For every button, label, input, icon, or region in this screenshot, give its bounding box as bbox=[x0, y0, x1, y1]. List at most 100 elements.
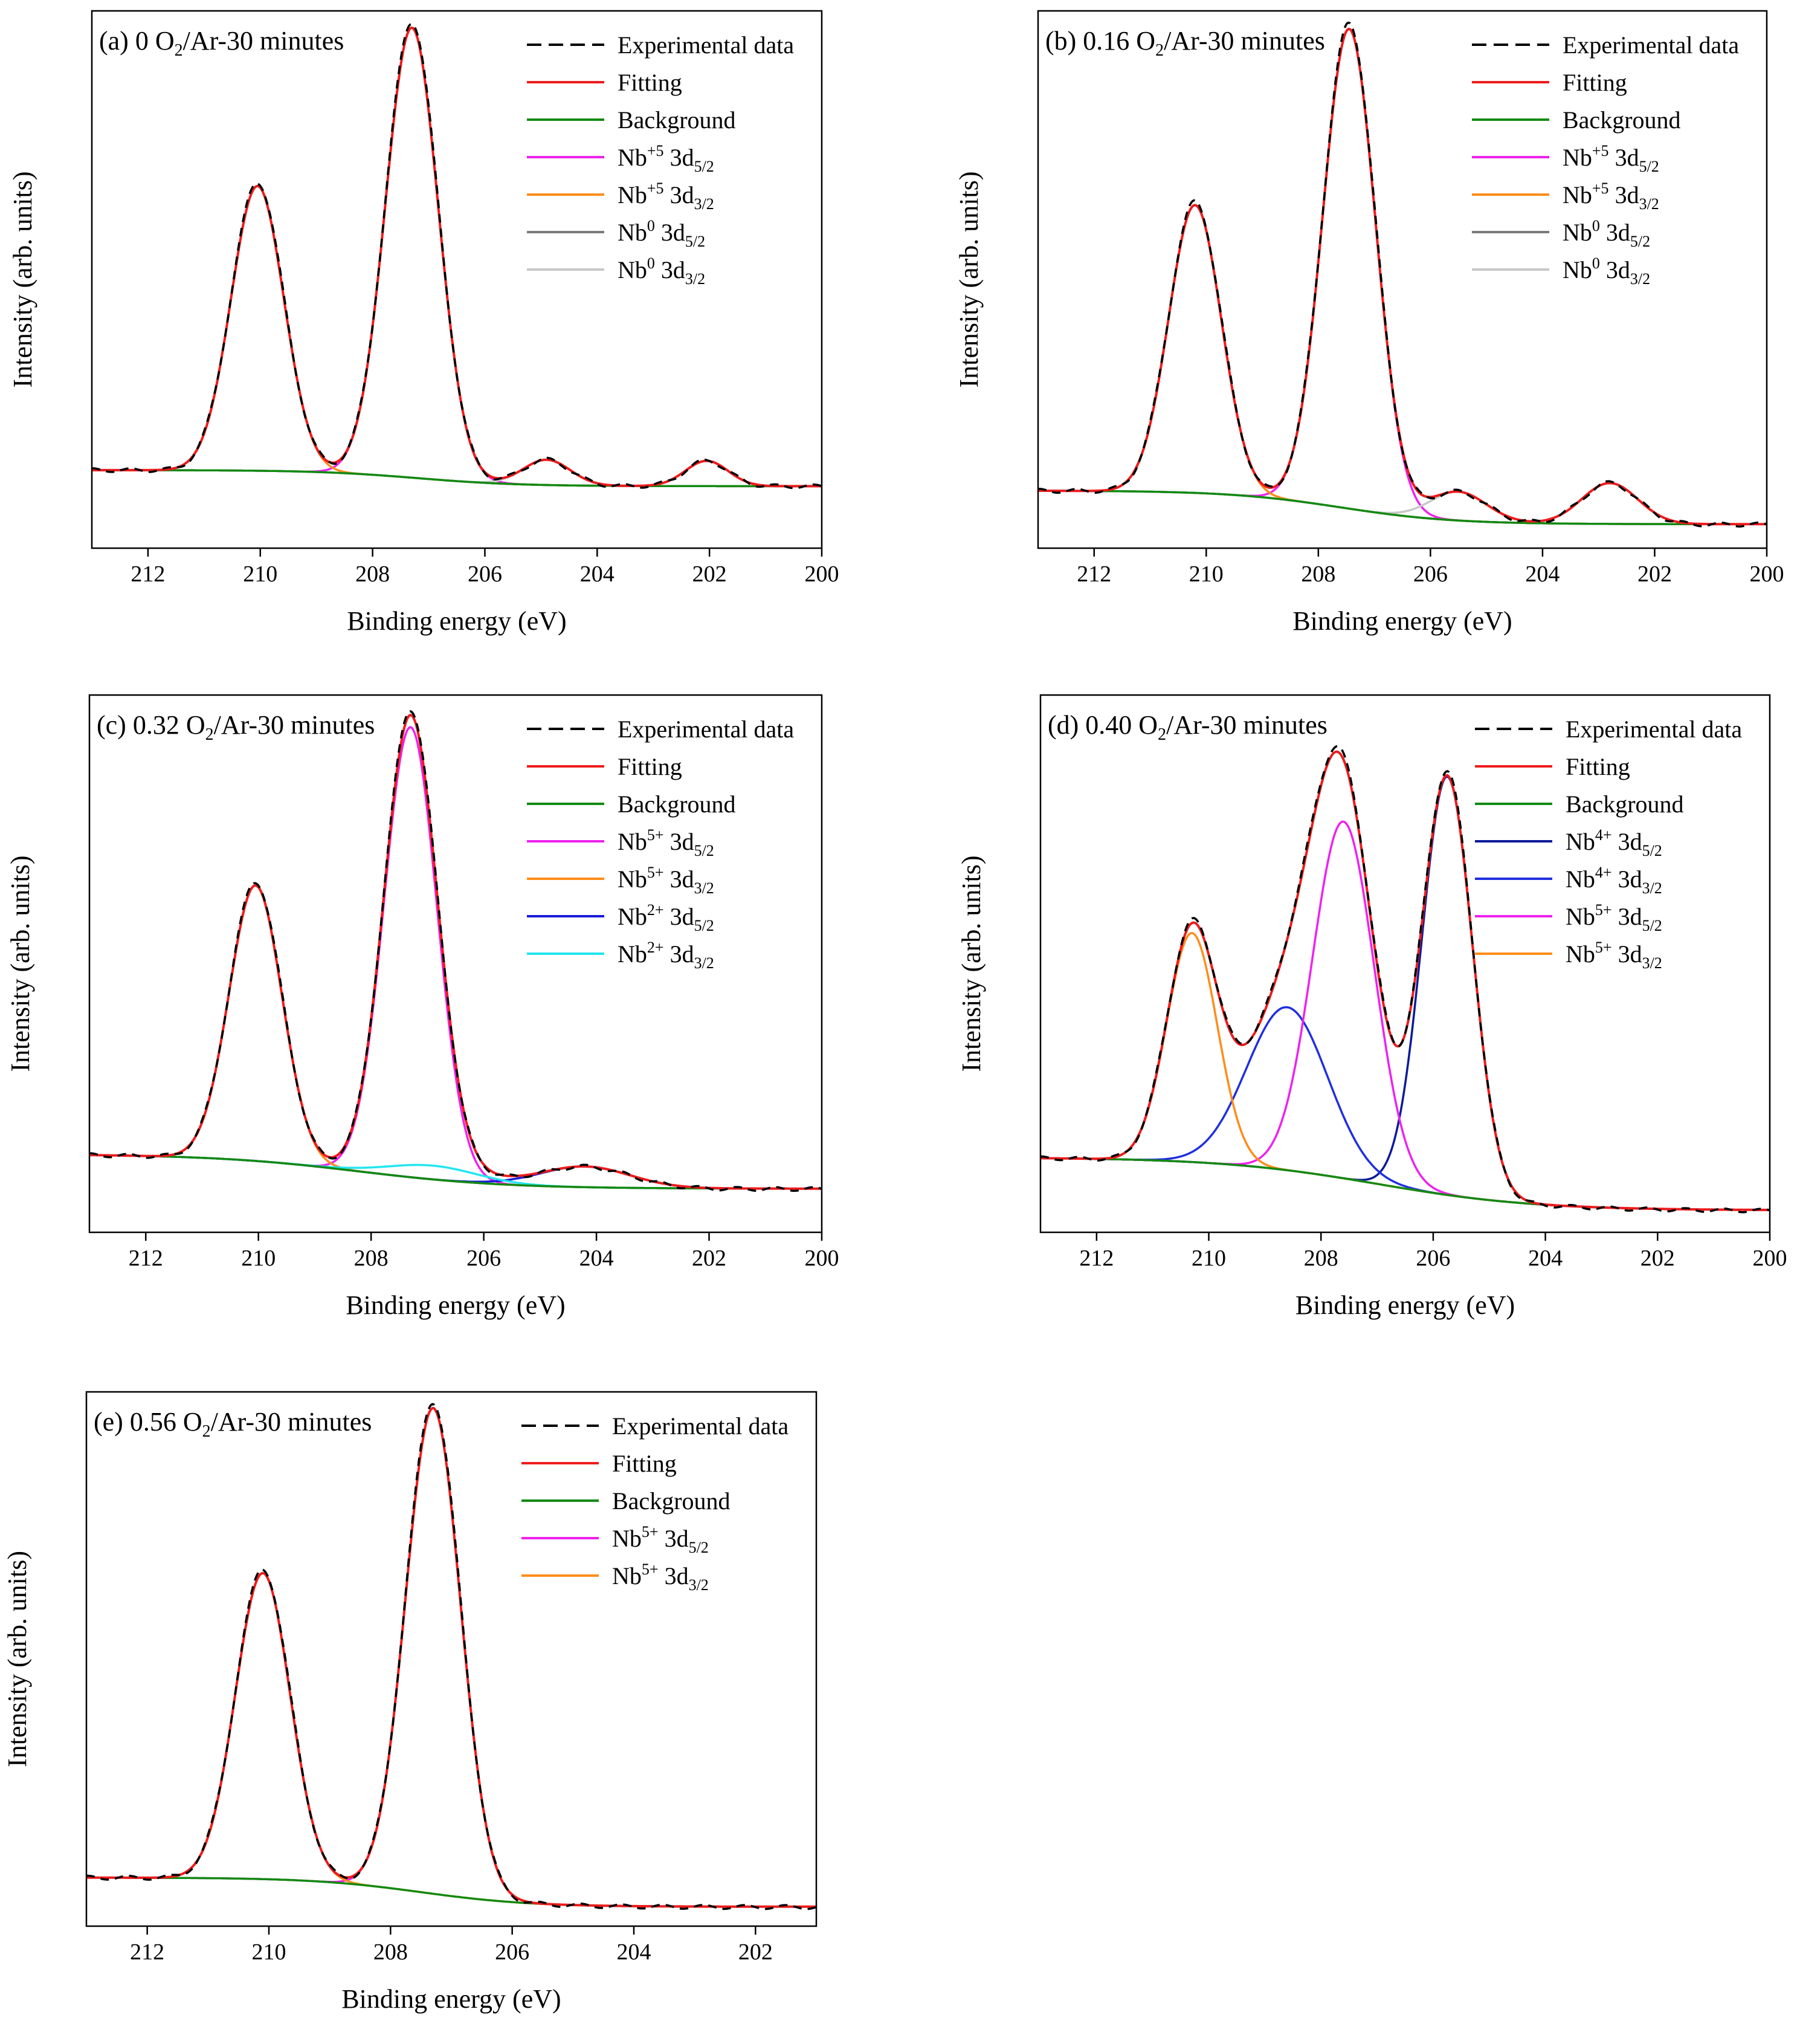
legend-label: Experimental data bbox=[618, 716, 794, 743]
legend-label: Background bbox=[618, 791, 736, 818]
plot-frame bbox=[1039, 694, 1771, 1234]
legend-entry: Nb+5 3d3/2 bbox=[527, 179, 714, 213]
legend-entry: Nb5+ 3d5/2 bbox=[527, 826, 714, 859]
plot-area bbox=[89, 710, 822, 1192]
x-tick-label: 200 bbox=[805, 1246, 839, 1271]
y-axis-label: Intensity (arb. units) bbox=[2, 1551, 32, 1767]
legend-label: Nb0 3d3/2 bbox=[618, 254, 705, 288]
legend-entry: Experimental data bbox=[527, 716, 794, 743]
series-line-nb2-3d3-2 bbox=[89, 1154, 822, 1190]
legend: Experimental data Fitting Background Nb+5 3… bbox=[527, 31, 794, 288]
series-line-experimental-data bbox=[1038, 21, 1767, 528]
series-line-fitting bbox=[89, 713, 822, 1190]
x-tick-label: 200 bbox=[1750, 561, 1784, 587]
legend-entry: Background bbox=[527, 106, 736, 134]
legend-entry: Nb0 3d3/2 bbox=[1472, 254, 1650, 288]
x-tick-label: 210 bbox=[241, 1246, 276, 1271]
x-tick-label: 208 bbox=[1301, 561, 1335, 587]
legend-entry: Background bbox=[521, 1487, 731, 1515]
legend-entry: Fitting bbox=[527, 753, 682, 780]
x-tick-label: 210 bbox=[1189, 561, 1224, 587]
x-tick-label: 206 bbox=[1416, 1246, 1450, 1271]
panel-title: (a) 0 O2/Ar-30 minutes bbox=[99, 26, 344, 60]
x-tick-label: 202 bbox=[1637, 561, 1672, 587]
legend-entry: Background bbox=[1472, 106, 1681, 134]
legend-entry: Nb2+ 3d3/2 bbox=[527, 939, 714, 972]
series-line-nb4-3d3-2 bbox=[1040, 1006, 1770, 1211]
series-line-experimental-data bbox=[86, 1403, 816, 1910]
panel-title: (e) 0.56 O2/Ar-30 minutes bbox=[94, 1407, 372, 1441]
chart-panel-a: 212 210 208 206 204 202 200 Binding energy (eV)… bbox=[8, 10, 839, 636]
legend-entry: Nb4+ 3d5/2 bbox=[1475, 826, 1662, 859]
legend-label: Nb2+ 3d5/2 bbox=[618, 901, 714, 934]
legend-entry: Experimental data bbox=[527, 31, 794, 59]
series-line-nb2-3d5-2 bbox=[89, 1154, 822, 1190]
x-tick-label: 212 bbox=[129, 1246, 163, 1271]
x-tick-label: 204 bbox=[617, 1939, 651, 1965]
legend-label: Nb0 3d3/2 bbox=[1563, 254, 1650, 288]
series-line-background bbox=[86, 1876, 816, 1908]
legend: Experimental data Fitting Background Nb+5 3… bbox=[1472, 31, 1739, 288]
plot-frame bbox=[1037, 10, 1768, 549]
x-tick-label: 204 bbox=[580, 561, 615, 587]
legend-entry: Fitting bbox=[521, 1450, 677, 1477]
panel-title: (b) 0.16 O2/Ar-30 minutes bbox=[1045, 26, 1325, 60]
x-axis-label: Binding energy (eV) bbox=[1295, 1290, 1515, 1320]
legend-entry: Background bbox=[1475, 791, 1684, 818]
series-line-nb-5-3d5-2 bbox=[92, 26, 822, 488]
x-tick-label: 212 bbox=[1077, 561, 1111, 587]
legend-entry: Nb0 3d5/2 bbox=[527, 217, 705, 250]
legend-label: Nb4+ 3d5/2 bbox=[1566, 826, 1662, 859]
panel-title: (c) 0.32 O2/Ar-30 minutes bbox=[97, 710, 375, 744]
x-tick-label: 212 bbox=[1079, 1246, 1114, 1271]
x-axis-label: Binding energy (eV) bbox=[341, 1984, 561, 2014]
legend: Experimental data Fitting Background Nb5+ 3… bbox=[521, 1412, 789, 1594]
chart-panel-c: 212 210 208 206 204 202 200 Binding energy (eV)… bbox=[5, 694, 839, 1320]
plot-frame bbox=[88, 694, 823, 1234]
series-line-fitting bbox=[92, 26, 822, 488]
legend-label: Experimental data bbox=[1563, 31, 1739, 59]
series-line-background bbox=[1038, 490, 1767, 526]
legend-entry: Nb5+ 3d3/2 bbox=[521, 1560, 709, 1594]
legend-label: Background bbox=[612, 1487, 731, 1515]
x-tick-label: 204 bbox=[1528, 1246, 1563, 1271]
plot-area bbox=[86, 1403, 816, 1910]
legend-entry: Experimental data bbox=[521, 1412, 789, 1440]
legend-entry: Nb0 3d5/2 bbox=[1472, 217, 1650, 250]
legend-label: Nb5+ 3d3/2 bbox=[618, 864, 714, 897]
legend-entry: Nb+5 3d5/2 bbox=[527, 142, 714, 175]
x-tick-label: 204 bbox=[579, 1246, 614, 1271]
plot-area bbox=[1040, 745, 1770, 1214]
chart-panel-e: 212 210 208 206 204 202 Binding energy (eV) Int… bbox=[2, 1391, 818, 2014]
legend-label: Fitting bbox=[618, 753, 682, 780]
legend-label: Nb5+ 3d5/2 bbox=[1566, 901, 1662, 934]
y-axis-label: Intensity (arb. units) bbox=[954, 171, 984, 387]
plot-area bbox=[1038, 21, 1767, 528]
y-axis-label: Intensity (arb. units) bbox=[956, 855, 986, 1072]
x-axis-label: Binding energy (eV) bbox=[1292, 606, 1512, 636]
legend-entry: Nb4+ 3d3/2 bbox=[1475, 864, 1662, 897]
x-tick-label: 206 bbox=[466, 1246, 501, 1271]
series-line-nb5-3d3-2 bbox=[86, 1572, 816, 1908]
legend-label: Fitting bbox=[1563, 69, 1627, 96]
chart-panel-b: 212 210 208 206 204 202 200 Binding energy (eV)… bbox=[954, 10, 1784, 636]
legend-label: Nb0 3d5/2 bbox=[618, 217, 705, 250]
series-line-experimental-data bbox=[1040, 745, 1770, 1214]
x-tick-label: 212 bbox=[130, 1939, 164, 1965]
series-line-fitting bbox=[86, 1406, 816, 1908]
x-tick-label: 208 bbox=[354, 1246, 389, 1271]
legend-label: Fitting bbox=[612, 1450, 677, 1477]
series-line-nb-5-3d3-2 bbox=[1038, 204, 1767, 526]
series-line-nb5-3d3-2 bbox=[1040, 932, 1770, 1211]
x-tick-label: 200 bbox=[805, 561, 839, 587]
legend-entry: Fitting bbox=[1472, 69, 1627, 96]
x-tick-label: 208 bbox=[1304, 1246, 1338, 1271]
legend-label: Background bbox=[1563, 106, 1681, 134]
legend-label: Nb5+ 3d3/2 bbox=[612, 1560, 709, 1594]
series-line-nb5-3d5-2 bbox=[86, 1407, 816, 1908]
plot-area bbox=[92, 22, 822, 490]
x-axis-label: Binding energy (eV) bbox=[346, 1290, 565, 1320]
x-tick-label: 210 bbox=[1192, 1246, 1226, 1271]
legend-label: Experimental data bbox=[618, 31, 794, 59]
